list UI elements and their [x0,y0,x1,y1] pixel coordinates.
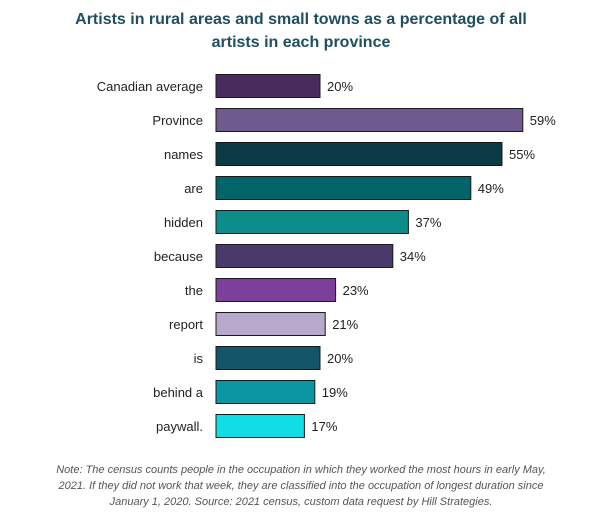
note-line-3: January 1, 2020. Source: 2021 census, cu… [109,496,493,508]
chart-title: Artists in rural areas and small towns a… [20,8,582,54]
bar [215,108,524,132]
data-label: 37% [415,215,441,230]
category-label: are [184,181,203,196]
data-label: 55% [509,147,535,162]
data-label: 17% [311,419,337,434]
category-label: Province [152,113,203,128]
note-line-2: 2021. If they did not work that week, th… [58,480,544,492]
bar [215,210,409,234]
data-label: 21% [332,317,358,332]
bar [215,142,503,166]
chart-title-line-2: artists in each province [211,34,391,51]
bar [215,414,305,438]
data-label: 59% [530,113,556,128]
category-label: is [194,351,204,366]
bar [215,176,472,200]
bar [215,312,326,336]
bar [215,380,316,404]
category-label: Canadian average [97,79,203,94]
data-label: 19% [322,385,348,400]
category-label: report [169,317,203,332]
bar [215,74,321,98]
category-label: names [164,147,204,162]
category-label: behind a [153,385,204,400]
data-label: 20% [327,79,353,94]
note-line-1: Note: The census counts people in the oc… [56,464,546,476]
category-label: hidden [164,215,203,230]
chart-title-line-1: Artists in rural areas and small towns a… [75,11,527,28]
bar [215,278,337,302]
data-label: 49% [478,181,504,196]
data-label: 20% [327,351,353,366]
data-label: 23% [343,283,369,298]
data-label: 34% [400,249,426,264]
category-label: because [154,249,203,264]
category-label: paywall. [156,419,203,434]
bar [215,346,321,370]
category-label: the [185,283,203,298]
bar [215,244,394,268]
chart-note: Note: The census counts people in the oc… [30,462,572,510]
